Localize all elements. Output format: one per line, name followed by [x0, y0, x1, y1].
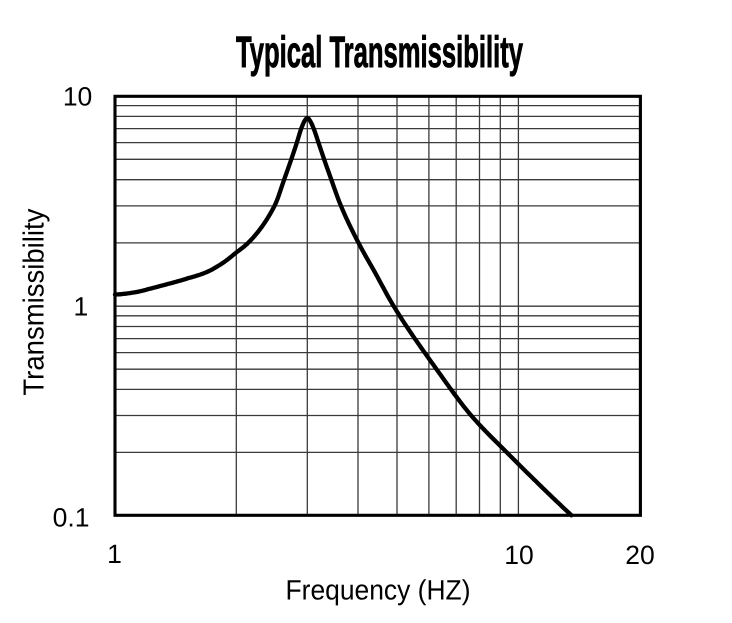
svg-text:1: 1 — [74, 292, 89, 322]
svg-text:Transmissibility: Transmissibility — [19, 208, 51, 395]
svg-text:20: 20 — [625, 540, 654, 570]
svg-text:Typical Transmissibility: Typical Transmissibility — [236, 28, 523, 77]
svg-text:10: 10 — [504, 540, 533, 570]
svg-text:10: 10 — [63, 82, 92, 112]
svg-text:1: 1 — [107, 539, 122, 569]
svg-text:0.1: 0.1 — [53, 503, 90, 533]
svg-text:Frequency (HZ): Frequency (HZ) — [286, 575, 471, 606]
